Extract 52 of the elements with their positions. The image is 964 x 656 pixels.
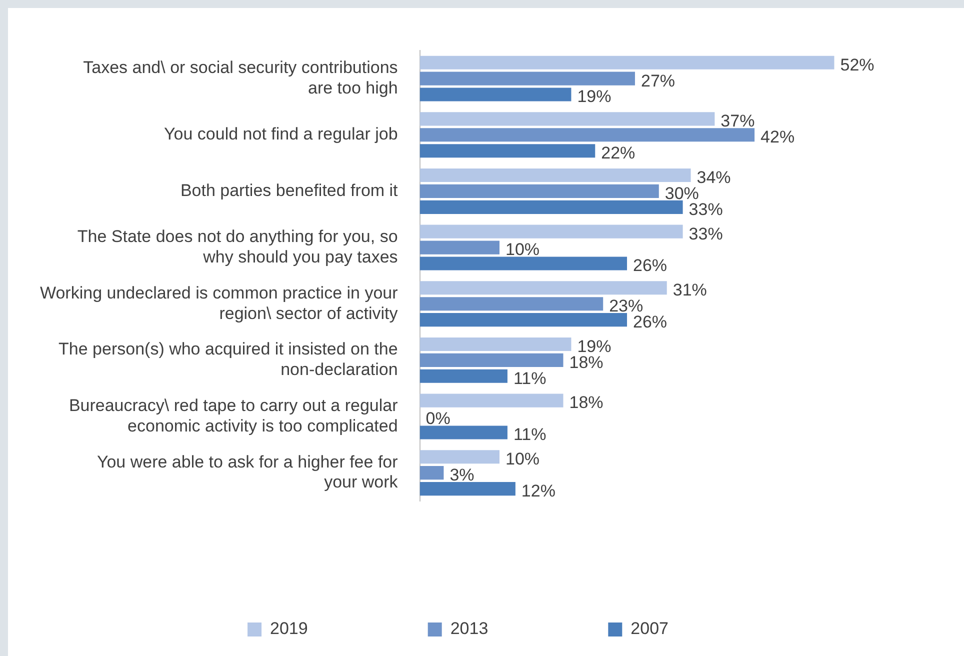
bar [420, 450, 500, 464]
data-label: 19% [577, 87, 612, 106]
bar [420, 112, 715, 126]
data-label: 37% [720, 112, 755, 131]
bar [420, 281, 667, 295]
data-label: 52% [840, 55, 874, 74]
data-label: 27% [640, 71, 676, 90]
bar [420, 88, 572, 102]
bar [420, 168, 691, 182]
y-tick-label: The State does not do anything for you, so why should you pay taxes [77, 227, 398, 266]
data-label: 18% [569, 393, 604, 412]
bar [420, 353, 564, 367]
data-label: 31% [672, 280, 707, 300]
data-label: 42% [760, 128, 795, 147]
bar [420, 56, 834, 70]
data-label: 10% [505, 240, 540, 260]
data-label: 22% [601, 144, 636, 163]
bar [420, 466, 444, 480]
legend-label: 2013 [450, 619, 488, 638]
bar [420, 128, 755, 142]
y-tick-label: Working undeclared is common practice in your region\ sector of activity [40, 283, 398, 323]
bar [420, 482, 516, 496]
bar [420, 313, 628, 327]
y-tick-label: Taxes and\ or social security contributions are too high [83, 58, 398, 98]
data-label: 26% [633, 256, 668, 276]
y-tick-label: The person(s) who acquired it insisted on the non-declaration [58, 340, 398, 380]
y-tick-label: You could not find a regular job [164, 124, 398, 144]
bar [420, 369, 508, 383]
bar [420, 297, 604, 311]
bar [420, 72, 635, 86]
bar [420, 394, 564, 408]
bar [420, 240, 500, 254]
y-tick-label: Bureaucracy\ red tape to carry out a regular economic activity is too complicated [68, 396, 398, 436]
bar [420, 256, 628, 270]
data-label: 12% [521, 481, 556, 500]
data-label: 0% [426, 409, 450, 428]
bar [420, 200, 683, 214]
bar [420, 184, 659, 198]
legend-label: 2019 [270, 619, 308, 638]
data-label: 11% [513, 425, 546, 444]
y-tick-label: You were able to ask for a higher fee for your work [96, 452, 398, 492]
legend-label: 2007 [630, 619, 668, 638]
data-label: 10% [505, 450, 540, 469]
bar [420, 426, 508, 440]
data-label: 11% [513, 368, 546, 388]
data-label: 34% [696, 168, 731, 187]
data-label: 33% [688, 224, 723, 244]
data-label: 3% [450, 466, 474, 485]
bar [420, 337, 572, 352]
y-tick-label: Both parties benefited from it [180, 180, 398, 200]
bar [420, 224, 683, 238]
bar [420, 144, 596, 158]
